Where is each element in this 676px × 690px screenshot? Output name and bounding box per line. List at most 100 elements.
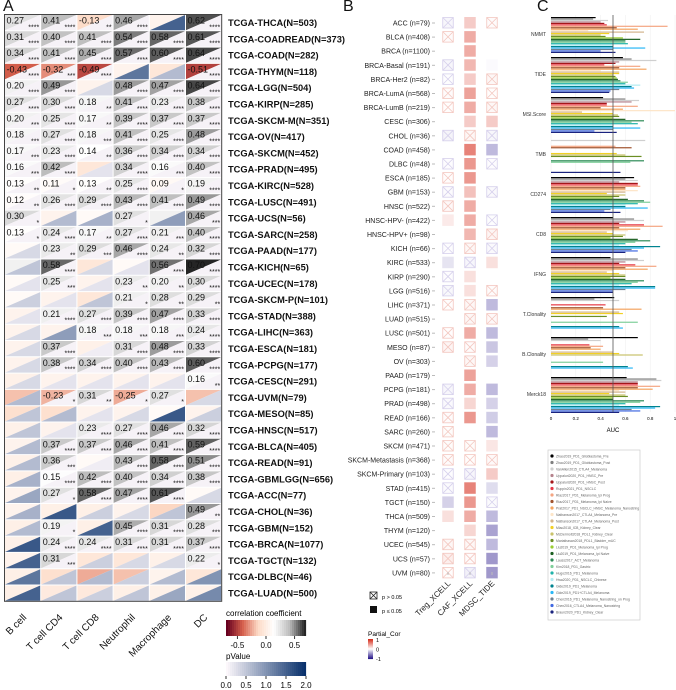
bar: [551, 187, 626, 189]
heatmap-cell: [486, 45, 498, 57]
nonsignificant-cross: [464, 256, 476, 268]
heatmap-cell: 0.25****: [113, 178, 149, 194]
heatmap-cell: 0.31****: [149, 536, 185, 553]
heatmap-cell: 0.24****: [77, 536, 113, 553]
pvalue-triangle: [5, 471, 41, 487]
nonsignificant-box: [486, 454, 498, 466]
bar: [551, 28, 638, 30]
pvalue-triangle: [149, 292, 185, 308]
nonsignificant-cross: [442, 87, 454, 99]
colorbar-segment: [274, 620, 277, 636]
correlation-triangle: [149, 324, 185, 340]
pvalue-triangle: [186, 455, 222, 471]
correlation-triangle: [149, 520, 185, 536]
significance-stars: ***: [103, 334, 111, 341]
cell-fill: [464, 524, 476, 537]
heatmap-cell: 0.56****: [149, 259, 185, 276]
heatmap-cell: [486, 425, 498, 438]
correlation-label: 0.33: [188, 342, 206, 352]
bar: [551, 19, 609, 22]
heatmap-cell: [186, 406, 222, 422]
heatmap-cell: [442, 87, 454, 99]
correlation-triangle: [186, 63, 222, 80]
bar: [551, 18, 594, 20]
pvalue-triangle: [77, 422, 113, 438]
bar: [551, 361, 604, 363]
heatmap-cell: 0.51****: [186, 455, 222, 471]
legend-label: VanAllen2015_CTLA4_Melanoma: [556, 467, 607, 471]
bar: [551, 308, 642, 310]
pvalue-triangle: [41, 308, 77, 324]
pvalue-triangle: [5, 504, 41, 520]
heatmap-cell: [77, 455, 113, 471]
nonsignificant-cross: [464, 299, 476, 311]
bar: [551, 190, 638, 192]
significance-stars: ****: [101, 57, 112, 64]
nonsignificant-box: [442, 101, 454, 113]
pvalue-triangle: [113, 194, 149, 210]
cell-fill: [464, 87, 476, 99]
bar: [551, 78, 618, 80]
correlation-triangle: [77, 585, 113, 601]
colorbar-segment: [290, 662, 293, 676]
pvalue-triangle: [149, 487, 185, 503]
heatmap-cell: [486, 101, 498, 114]
cell-fill: [464, 284, 476, 297]
significance-stars: *: [73, 399, 76, 406]
correlation-triangle: [149, 552, 185, 569]
legend-label: Gide2019_PD1+CTLA4_Melanoma: [556, 591, 610, 595]
bar: [551, 59, 657, 62]
bar: [551, 192, 607, 195]
row-label: KIRP (n=290): [388, 274, 430, 281]
correlation-label: 0.09: [151, 179, 169, 189]
correlation-label: 0.21: [115, 293, 133, 303]
bar: [551, 345, 604, 347]
bar: [551, 298, 595, 300]
bar: [551, 244, 620, 246]
correlation-label: 0.27: [115, 227, 133, 237]
pvalue-triangle: [113, 357, 149, 373]
colorbar-segment: [278, 662, 281, 676]
significance-stars: ****: [137, 253, 148, 260]
significance-stars: ****: [209, 334, 220, 341]
heatmap-cell: 0.48****: [186, 129, 222, 145]
heatmap-cell: [464, 327, 476, 339]
significance-stars: ****: [28, 41, 39, 48]
correlation-label: 0.31: [151, 521, 169, 531]
heatmap-cell: 0.27*: [149, 389, 185, 406]
correlation-label: 0.34: [188, 146, 206, 156]
pvalue-triangle: [186, 536, 222, 552]
heatmap-cell: -0.43****: [5, 63, 41, 80]
correlation-triangle: [149, 63, 185, 80]
significance-stars: ****: [137, 41, 148, 48]
correlation-triangle: [186, 210, 222, 226]
bar: [551, 291, 613, 293]
colorbar-segment: [280, 662, 283, 676]
correlation-triangle: [113, 210, 149, 226]
heatmap-cell: [464, 411, 476, 424]
significance-stars: ***: [67, 285, 75, 292]
panel-label-a: A: [3, 0, 14, 15]
bar: [551, 114, 618, 116]
heatmap-cell: [442, 242, 454, 255]
significance-stars: ***: [31, 122, 39, 129]
bar: [551, 339, 601, 342]
colorbar-segment: [266, 620, 269, 636]
significance-stars: ****: [137, 57, 148, 64]
heatmap-cell: 0.47****: [113, 487, 149, 504]
heatmap-cell: [486, 214, 498, 226]
correlation-label: 0.16: [7, 162, 25, 172]
pvalue-triangle: [77, 129, 113, 145]
heatmap-cell: [486, 299, 498, 311]
nonsignificant-box: [486, 496, 498, 508]
cell-fill: [442, 369, 454, 381]
legend-marker: [550, 499, 554, 504]
bar: [551, 222, 620, 224]
correlation-label: 0.58: [79, 488, 97, 498]
correlation-triangle: [77, 552, 113, 569]
bar: [551, 403, 626, 405]
row-label: STAD (n=415): [386, 486, 430, 493]
heatmap-cell: 0.28***: [186, 520, 222, 537]
bar: [551, 227, 620, 229]
significance-stars: ****: [209, 285, 220, 292]
